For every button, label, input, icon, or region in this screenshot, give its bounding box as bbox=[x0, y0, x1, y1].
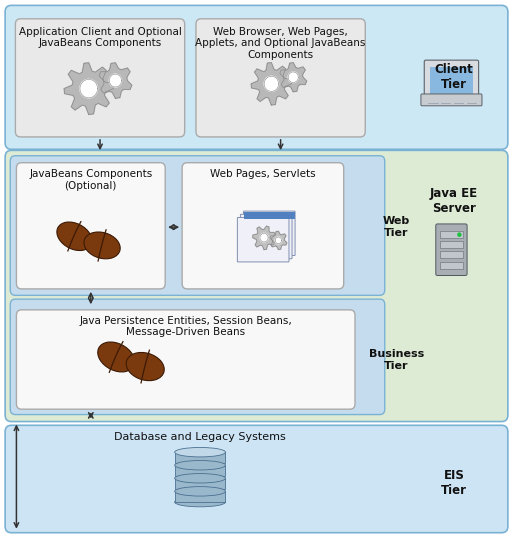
FancyBboxPatch shape bbox=[424, 60, 479, 101]
Text: JavaBeans Components
(Optional): JavaBeans Components (Optional) bbox=[29, 169, 152, 191]
FancyBboxPatch shape bbox=[5, 425, 508, 533]
Ellipse shape bbox=[126, 352, 164, 381]
Ellipse shape bbox=[98, 342, 134, 372]
Polygon shape bbox=[99, 63, 132, 98]
Polygon shape bbox=[253, 226, 275, 250]
Text: Database and Legacy Systems: Database and Legacy Systems bbox=[114, 432, 286, 442]
FancyBboxPatch shape bbox=[16, 163, 165, 289]
Polygon shape bbox=[275, 237, 282, 244]
Polygon shape bbox=[288, 72, 298, 83]
Bar bbox=[440, 251, 463, 258]
Polygon shape bbox=[280, 63, 307, 92]
Text: Web Pages, Servlets: Web Pages, Servlets bbox=[210, 169, 316, 179]
Polygon shape bbox=[264, 76, 279, 91]
FancyBboxPatch shape bbox=[436, 224, 467, 275]
Circle shape bbox=[458, 233, 461, 236]
FancyBboxPatch shape bbox=[16, 310, 355, 409]
Text: Business
Tier: Business Tier bbox=[369, 349, 424, 371]
Text: EIS
Tier: EIS Tier bbox=[441, 469, 467, 497]
Bar bbox=[440, 241, 463, 248]
Text: Web Browser, Web Pages,
Applets, and Optional JavaBeans
Components: Web Browser, Web Pages, Applets, and Opt… bbox=[195, 27, 366, 60]
Ellipse shape bbox=[174, 447, 225, 457]
Bar bbox=[440, 231, 463, 238]
FancyBboxPatch shape bbox=[10, 156, 385, 295]
FancyBboxPatch shape bbox=[196, 19, 365, 137]
Text: Application Client and Optional
JavaBeans Components: Application Client and Optional JavaBean… bbox=[18, 27, 182, 48]
FancyBboxPatch shape bbox=[15, 19, 185, 137]
Ellipse shape bbox=[84, 232, 120, 259]
FancyBboxPatch shape bbox=[5, 150, 508, 422]
Polygon shape bbox=[251, 63, 291, 105]
Text: Java EE
Server: Java EE Server bbox=[430, 187, 478, 215]
Bar bbox=[174, 491, 225, 502]
Polygon shape bbox=[80, 79, 97, 98]
Bar bbox=[244, 212, 294, 219]
FancyBboxPatch shape bbox=[421, 94, 482, 106]
Ellipse shape bbox=[57, 222, 92, 251]
Text: Web
Tier: Web Tier bbox=[383, 216, 410, 238]
Ellipse shape bbox=[174, 474, 225, 483]
Text: Java Persistence Entities, Session Beans,
Message-Driven Beans: Java Persistence Entities, Session Beans… bbox=[80, 316, 292, 337]
Bar bbox=[430, 67, 473, 96]
Bar bbox=[440, 262, 463, 268]
FancyBboxPatch shape bbox=[244, 211, 295, 256]
Polygon shape bbox=[109, 74, 122, 87]
FancyBboxPatch shape bbox=[5, 5, 508, 149]
Bar bbox=[174, 465, 225, 476]
Polygon shape bbox=[260, 234, 268, 242]
FancyBboxPatch shape bbox=[10, 299, 385, 415]
Ellipse shape bbox=[174, 497, 225, 507]
FancyBboxPatch shape bbox=[238, 217, 289, 262]
Bar bbox=[174, 452, 225, 463]
FancyBboxPatch shape bbox=[241, 214, 292, 259]
Polygon shape bbox=[270, 231, 287, 250]
Bar bbox=[174, 478, 225, 489]
Polygon shape bbox=[64, 63, 113, 114]
FancyBboxPatch shape bbox=[182, 163, 344, 289]
Ellipse shape bbox=[174, 487, 225, 496]
Text: Client
Tier: Client Tier bbox=[435, 63, 473, 91]
Ellipse shape bbox=[174, 461, 225, 470]
